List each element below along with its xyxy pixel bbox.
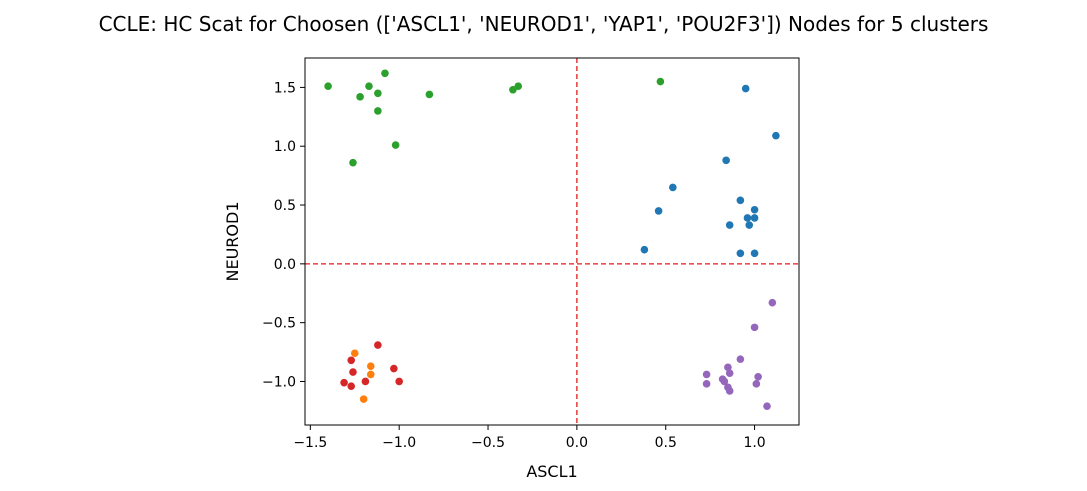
- data-point-cluster-2: [365, 82, 373, 91]
- x-tick-label: −1.5: [293, 435, 327, 451]
- chart-title: CCLE: HC Scat for Choosen (['ASCL1', 'NE…: [98, 12, 989, 36]
- data-point-cluster-3: [736, 355, 745, 363]
- x-tick-label: −0.5: [471, 435, 505, 451]
- data-point-cluster-1: [743, 214, 752, 222]
- y-tick-label: 0.5: [274, 198, 296, 214]
- data-point-cluster-4: [390, 364, 398, 373]
- data-point-cluster-4: [361, 377, 370, 386]
- data-point-cluster-5: [366, 362, 375, 370]
- data-point-cluster-1: [736, 196, 745, 205]
- data-point-cluster-3: [752, 380, 761, 388]
- data-point-cluster-4: [374, 341, 382, 349]
- plot-frame: [304, 57, 800, 426]
- reference-lines: [305, 58, 799, 425]
- data-point-cluster-4: [340, 378, 348, 387]
- data-point-cluster-3: [725, 369, 734, 378]
- data-point-cluster-2: [324, 82, 332, 91]
- data-point-cluster-3: [754, 372, 762, 381]
- data-point-cluster-2: [514, 82, 523, 91]
- data-point-cluster-5: [366, 370, 375, 379]
- data-point-cluster-1: [722, 156, 730, 165]
- data-point-cluster-4: [349, 368, 357, 376]
- data-point-cluster-3: [725, 387, 734, 395]
- data-point-cluster-2: [374, 89, 382, 98]
- y-tick-label: 1.0: [274, 139, 296, 155]
- data-point-cluster-4: [395, 377, 403, 386]
- data-point-cluster-2: [656, 77, 665, 86]
- y-tick-label: −0.5: [262, 316, 296, 332]
- x-tick-label: 1.0: [743, 435, 765, 451]
- data-point-cluster-4: [347, 382, 356, 390]
- data-point-cluster-1: [745, 221, 754, 229]
- y-tick-label: 1.5: [274, 80, 296, 96]
- x-tick-label: −1.0: [382, 435, 416, 451]
- x-tick-label: 0.5: [655, 435, 677, 451]
- data-point-cluster-2: [381, 69, 389, 78]
- data-point-cluster-1: [725, 221, 734, 229]
- x-tick-label: 0.0: [566, 435, 588, 451]
- data-point-cluster-2: [391, 141, 400, 149]
- data-point-cluster-5: [359, 395, 368, 403]
- data-point-cluster-3: [702, 370, 711, 379]
- data-point-cluster-1: [640, 245, 649, 254]
- y-tick-label: 0.0: [274, 257, 296, 273]
- data-point-cluster-1: [772, 131, 780, 140]
- data-point-cluster-1: [669, 183, 677, 192]
- data-point-cluster-3: [702, 380, 711, 388]
- data-point-cluster-3: [724, 363, 732, 372]
- data-point-cluster-1: [750, 249, 759, 258]
- data-point-cluster-1: [736, 249, 745, 258]
- data-points: [324, 69, 780, 410]
- y-axis-ticks: −1.0 −0.5 0.0 0.5 1.0 1.5: [262, 80, 305, 390]
- data-point-cluster-1: [741, 84, 750, 93]
- data-point-cluster-4: [347, 356, 356, 365]
- x-axis-ticks: −1.5 −1.0 −0.5 0.0 0.5 1.0: [293, 425, 766, 451]
- data-point-cluster-3: [720, 377, 729, 386]
- x-axis-label: ASCL1: [526, 462, 577, 481]
- data-point-cluster-3: [768, 298, 777, 307]
- data-point-cluster-1: [750, 205, 759, 214]
- data-point-cluster-2: [374, 107, 382, 115]
- data-point-cluster-2: [349, 158, 357, 167]
- data-point-cluster-5: [350, 349, 359, 358]
- data-point-cluster-1: [750, 214, 759, 222]
- data-point-cluster-2: [425, 90, 434, 99]
- data-point-cluster-3: [750, 323, 759, 332]
- y-axis-label: NEUROD1: [223, 202, 242, 282]
- data-point-cluster-3: [763, 402, 771, 410]
- data-point-cluster-2: [356, 93, 364, 101]
- y-tick-label: −1.0: [262, 374, 296, 390]
- data-point-cluster-1: [654, 207, 663, 215]
